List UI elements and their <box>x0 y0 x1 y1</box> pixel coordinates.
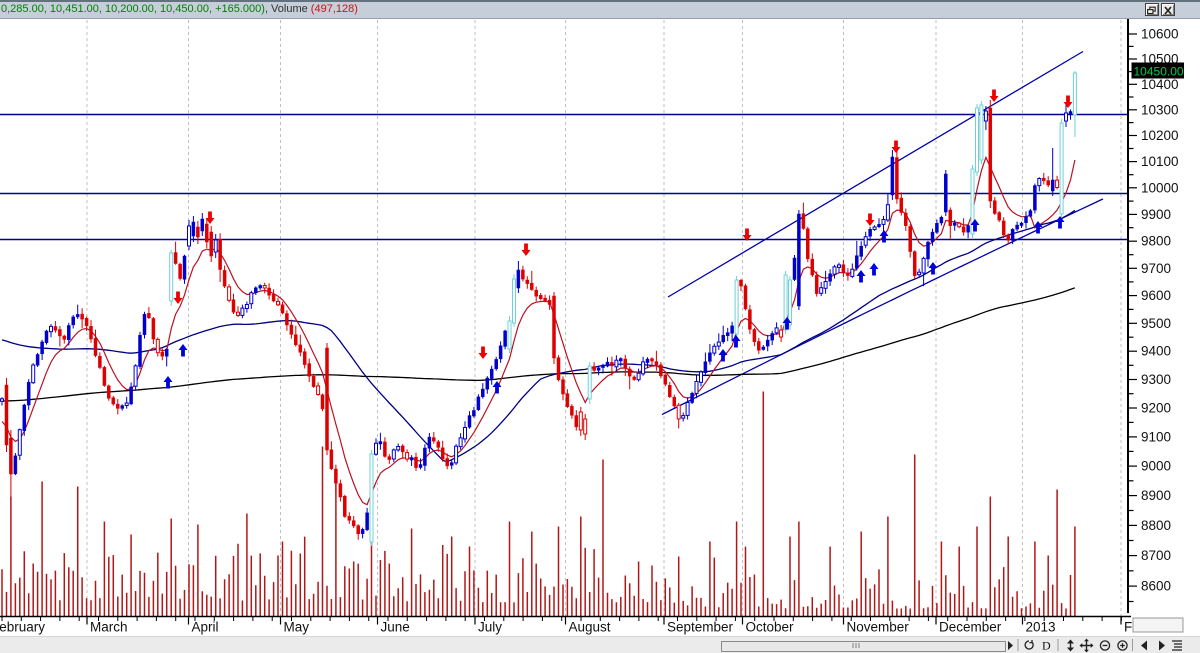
svg-text:10450.00: 10450.00 <box>1134 65 1184 79</box>
svg-text:September: September <box>667 620 734 635</box>
svg-text:October: October <box>746 620 795 635</box>
svg-text:April: April <box>192 620 219 635</box>
svg-text:10100: 10100 <box>1141 154 1179 169</box>
svg-text:March: March <box>90 620 128 635</box>
svg-text:9600: 9600 <box>1141 288 1171 303</box>
svg-text:8700: 8700 <box>1141 548 1171 563</box>
svg-text:10400: 10400 <box>1141 77 1179 92</box>
svg-text:10200: 10200 <box>1141 128 1179 143</box>
svg-text:9100: 9100 <box>1141 429 1171 444</box>
svg-text:July: July <box>478 620 502 635</box>
svg-text:June: June <box>381 620 410 635</box>
svg-text:9700: 9700 <box>1141 261 1171 276</box>
svg-text:8900: 8900 <box>1141 488 1171 503</box>
svg-text:9900: 9900 <box>1141 207 1171 222</box>
svg-text:9200: 9200 <box>1141 401 1171 416</box>
svg-text:D: D <box>1042 639 1051 653</box>
svg-text:10000: 10000 <box>1141 180 1179 195</box>
svg-text:10600: 10600 <box>1141 27 1179 42</box>
svg-text:August: August <box>569 620 611 635</box>
svg-text:10300: 10300 <box>1141 102 1179 117</box>
svg-text:9500: 9500 <box>1141 316 1171 331</box>
svg-text:November: November <box>847 620 910 635</box>
svg-text:2013: 2013 <box>1026 620 1056 635</box>
svg-text:9800: 9800 <box>1141 234 1171 249</box>
svg-text:9000: 9000 <box>1141 459 1171 474</box>
svg-text:8800: 8800 <box>1141 518 1171 533</box>
svg-text:February: February <box>0 620 45 635</box>
svg-text:8600: 8600 <box>1141 579 1171 594</box>
svg-text:F: F <box>1124 620 1132 635</box>
svg-text:May: May <box>284 620 310 635</box>
svg-text:9300: 9300 <box>1141 372 1171 387</box>
svg-text:9400: 9400 <box>1141 344 1171 359</box>
svg-text:December: December <box>939 620 1002 635</box>
